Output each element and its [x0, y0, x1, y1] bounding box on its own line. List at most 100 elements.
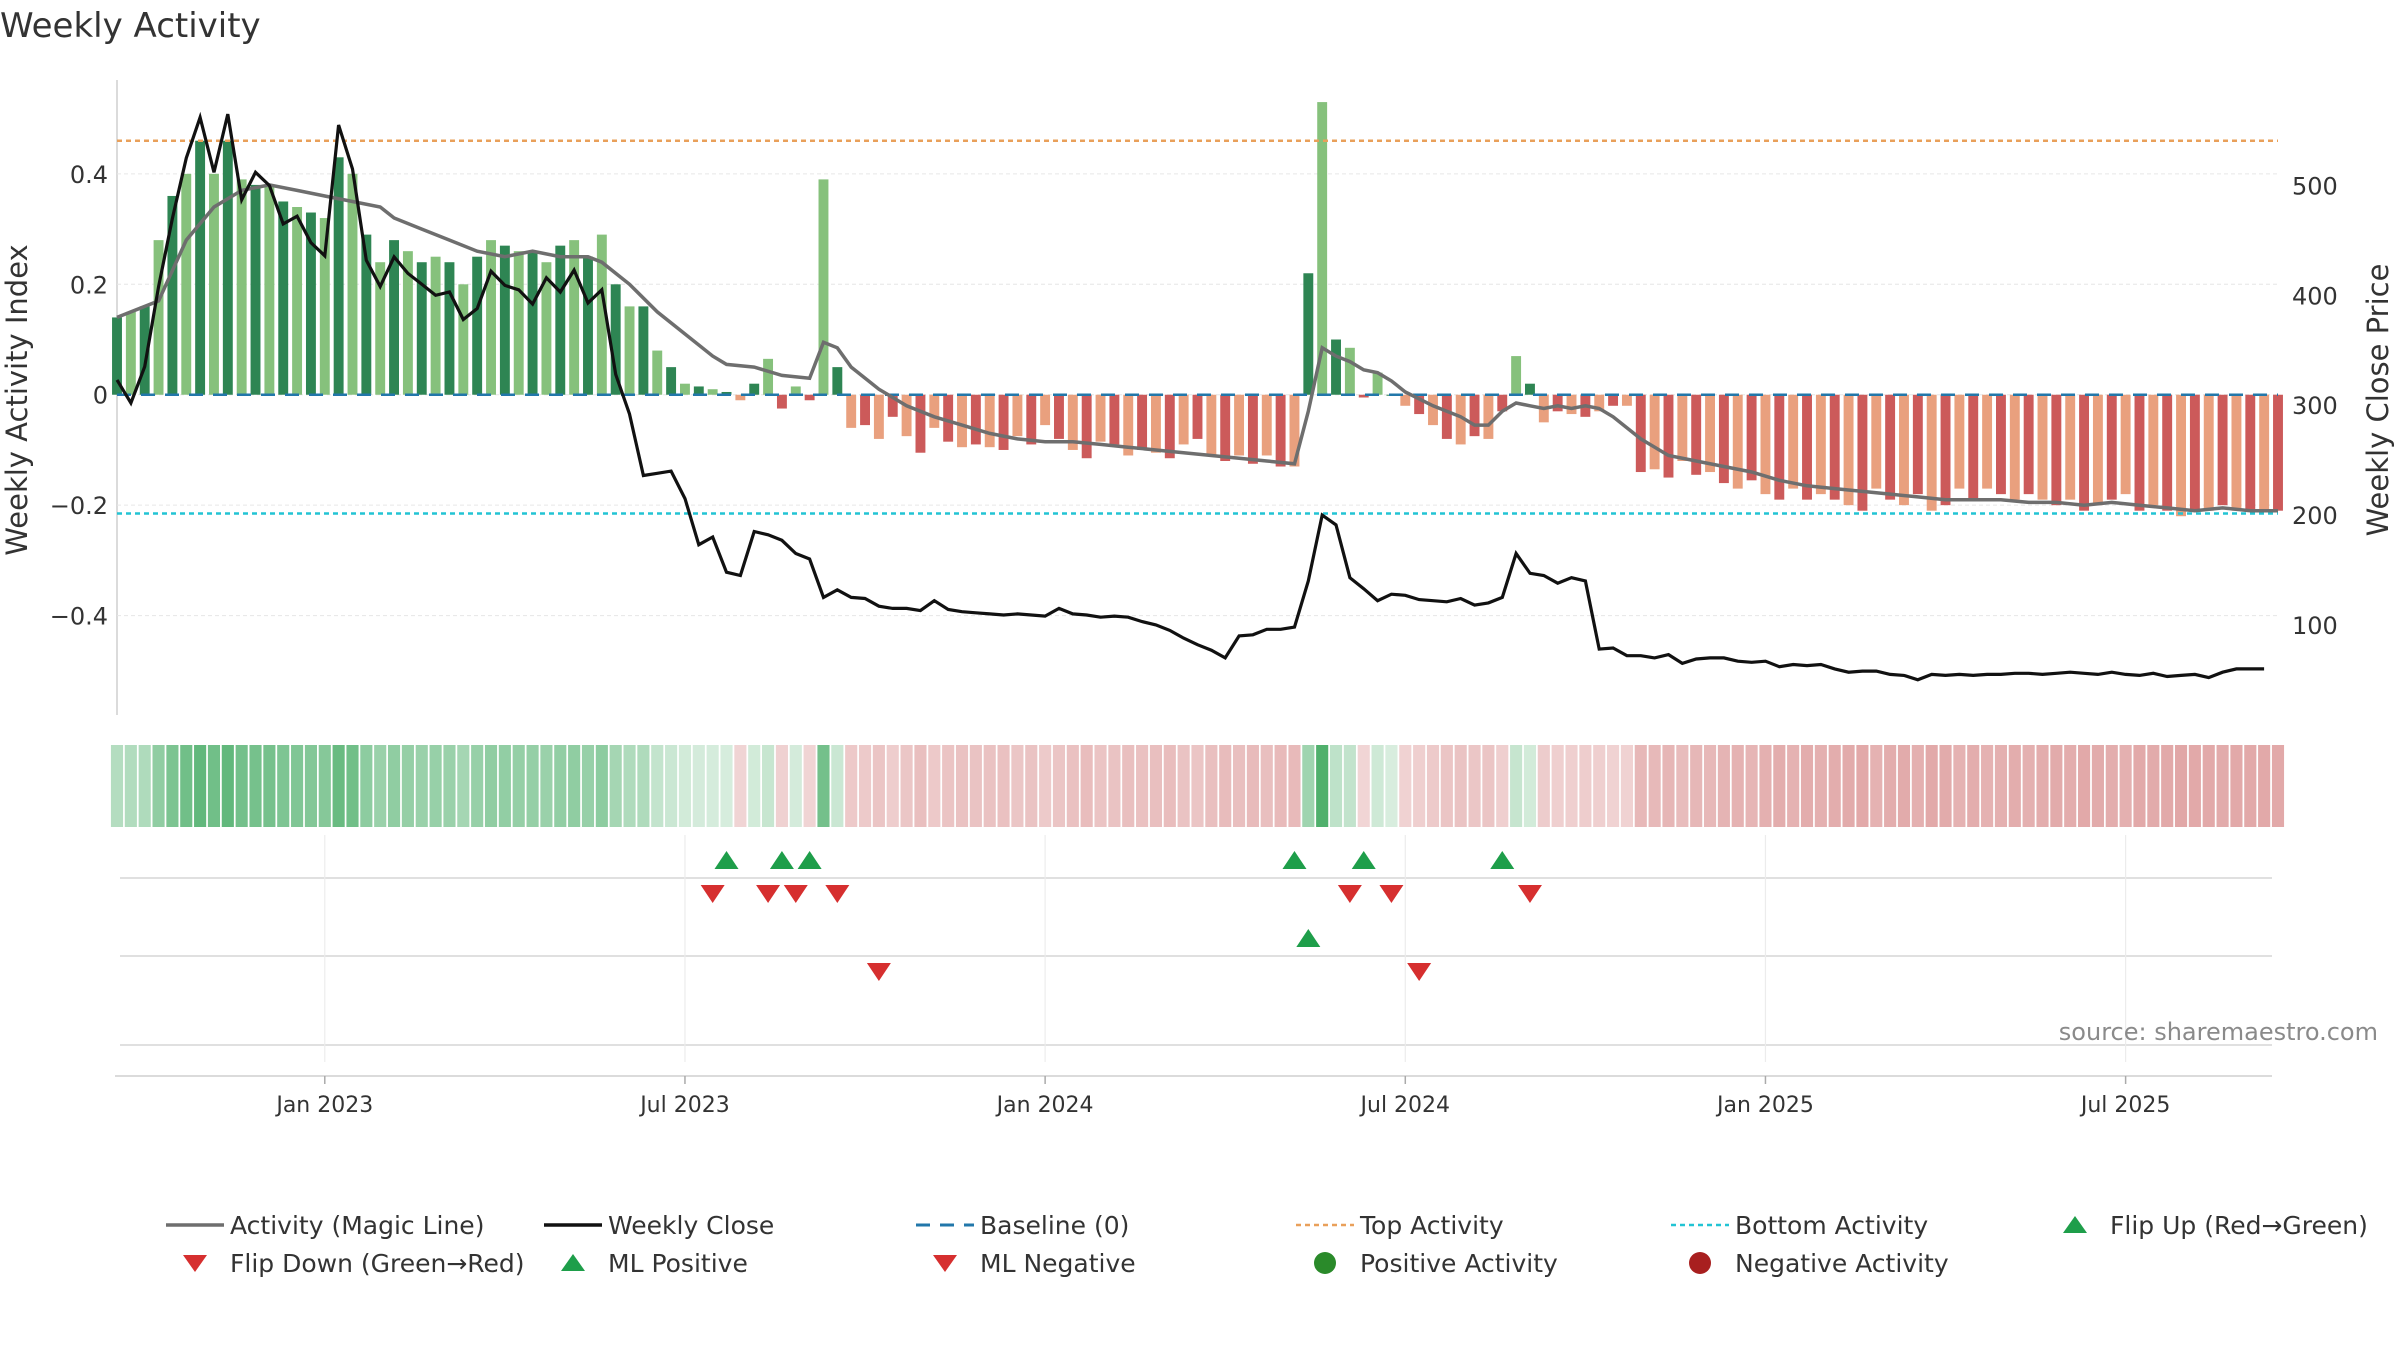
- activity-bar: [998, 394, 1009, 450]
- activity-bar: [1649, 394, 1660, 470]
- activity-bar: [929, 394, 940, 428]
- activity-bar: [1525, 383, 1535, 395]
- activity-bar: [278, 201, 289, 395]
- heat-strip-cell: [2216, 745, 2229, 827]
- heat-strip-cell: [651, 745, 664, 827]
- activity-bar: [264, 184, 275, 395]
- y2-tick-label: 300: [2292, 392, 2338, 420]
- y2-tick-label: 400: [2292, 282, 2338, 310]
- flip-up-marker: [797, 851, 822, 869]
- heat-strip-cell: [1426, 745, 1440, 827]
- heat-strip-cell: [1108, 745, 1121, 827]
- heat-strip-cell: [775, 745, 788, 827]
- heat-strip-cell: [1163, 745, 1176, 827]
- heat-strip-cell: [969, 745, 982, 827]
- heat-strip-cell: [1565, 745, 1578, 827]
- heat-strip-cell: [1149, 745, 1162, 827]
- heat-strip-cell: [304, 745, 317, 827]
- y2-tick-label: 500: [2292, 172, 2338, 200]
- activity-bar: [1095, 394, 1106, 442]
- heat-strip-cell: [817, 745, 830, 827]
- x-tick-label: Jan 2025: [1715, 1093, 1814, 1118]
- activity-bar: [319, 218, 330, 395]
- heat-strip-cell: [1593, 745, 1606, 827]
- circle-legend-symbol: [1665, 1248, 1735, 1278]
- heat-strip-cell: [2244, 745, 2257, 827]
- flip-up-marker: [1282, 851, 1307, 869]
- heat-strip-cell: [2174, 745, 2188, 827]
- activity-bar: [1275, 394, 1286, 467]
- ml-positive-marker: [1296, 929, 1321, 947]
- activity-bar: [2079, 394, 2090, 511]
- heat-strip-cell: [734, 745, 747, 827]
- activity-bar: [1109, 394, 1120, 445]
- activity-bar: [2051, 394, 2062, 506]
- y-tick-label: −0.4: [50, 603, 108, 631]
- heat-strip-cell: [1717, 745, 1730, 827]
- activity-bar: [1234, 394, 1245, 456]
- legend-label: Baseline (0): [980, 1210, 1130, 1240]
- activity-bar: [1677, 394, 1688, 461]
- heat-strip-cell: [678, 745, 692, 827]
- activity-bar: [624, 306, 635, 395]
- activity-bar: [1829, 394, 1840, 500]
- activity-bar: [1455, 394, 1466, 445]
- activity-bar: [638, 306, 649, 395]
- heat-strip-cell: [1343, 745, 1356, 827]
- heat-strip-cell: [2147, 745, 2160, 827]
- x-tick-label: Jul 2023: [638, 1093, 730, 1118]
- activity-bar: [693, 386, 704, 395]
- activity-bar: [943, 394, 954, 442]
- activity-bar: [569, 240, 580, 395]
- heat-strip-cell: [1814, 745, 1827, 827]
- heat-strip-cell: [346, 745, 359, 827]
- heat-strip-cell: [1967, 745, 1980, 827]
- activity-bar: [444, 262, 455, 395]
- activity-bar: [666, 367, 677, 395]
- flip-down-marker: [700, 885, 725, 903]
- x-tick-label: Jul 2025: [2079, 1093, 2171, 1118]
- legend-item: Flip Up (Red→Green): [2040, 1210, 2368, 1240]
- activity-bar: [1885, 394, 1896, 500]
- heat-strip-cell: [2105, 745, 2118, 827]
- activity-bar: [1414, 394, 1425, 415]
- heat-strip-cell: [1233, 745, 1246, 827]
- heat-strip-cell: [595, 745, 608, 827]
- activity-bar: [2106, 394, 2117, 500]
- activity-bar: [776, 394, 787, 409]
- activity-bar: [1566, 394, 1577, 415]
- activity-bar: [610, 284, 621, 395]
- solid-line-legend-symbol: [538, 1210, 608, 1240]
- activity-bar: [2148, 394, 2159, 506]
- activity-bar: [1150, 394, 1161, 453]
- heat-strip-cell: [1399, 745, 1412, 827]
- heat-strip-cell: [1856, 745, 1869, 827]
- heat-strip-cell: [1136, 745, 1149, 827]
- heat-strip-cell: [401, 745, 414, 827]
- heat-strip-cell: [291, 745, 304, 827]
- heat-strip-cell: [1094, 745, 1107, 827]
- activity-bar: [707, 389, 718, 395]
- heat-strip-cell: [803, 745, 816, 827]
- dotted-line-legend-symbol: [1665, 1210, 1735, 1240]
- heat-strip-cell: [498, 745, 511, 827]
- triangle-up-legend-symbol: [538, 1248, 608, 1278]
- dashed-line-legend-symbol: [910, 1210, 980, 1240]
- heat-strip-cell: [955, 745, 969, 827]
- activity-bar: [1483, 394, 1494, 439]
- heat-strip-cell: [1703, 745, 1717, 827]
- heat-strip-cell: [1773, 745, 1786, 827]
- heat-strip-cell: [997, 745, 1010, 827]
- activity-bar: [1802, 394, 1812, 500]
- heat-strip-cell: [1579, 745, 1592, 827]
- activity-bar: [181, 173, 192, 395]
- heat-strip-cell: [623, 745, 636, 827]
- legend-label: Negative Activity: [1735, 1248, 1949, 1278]
- activity-bar: [2176, 394, 2186, 517]
- activity-bar: [250, 184, 261, 395]
- activity-bar: [375, 262, 386, 395]
- activity-bar: [1317, 102, 1328, 395]
- heat-strip-cell: [1080, 745, 1093, 827]
- activity-bar: [984, 394, 995, 448]
